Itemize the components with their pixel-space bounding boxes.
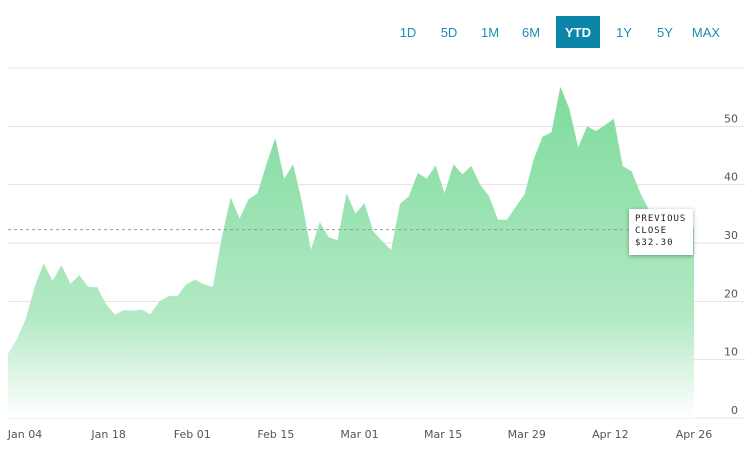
- price-area: [8, 86, 694, 418]
- range-1m-button[interactable]: 1M: [470, 16, 510, 48]
- range-ytd-button[interactable]: YTD: [556, 16, 600, 48]
- x-tick-label: Jan 04: [7, 428, 42, 441]
- y-tick-label: 10: [724, 346, 738, 359]
- previous-close-label: PREVIOUS CLOSE $32.30: [629, 209, 693, 255]
- range-5d-button[interactable]: 5D: [429, 16, 469, 48]
- x-tick-label: Feb 01: [174, 428, 211, 441]
- y-axis-ticks: 0 10 20 30 40 50: [724, 112, 738, 417]
- x-tick-label: Mar 15: [424, 428, 462, 441]
- previous-close-title-2: CLOSE: [635, 226, 668, 236]
- x-tick-label: Apr 26: [676, 428, 713, 441]
- x-tick-label: Mar 01: [340, 428, 378, 441]
- y-tick-label: 30: [724, 229, 738, 242]
- y-tick-label: 50: [724, 112, 738, 125]
- x-tick-label: Apr 12: [592, 428, 629, 441]
- range-1d-button[interactable]: 1D: [388, 16, 428, 48]
- range-1y-button[interactable]: 1Y: [604, 16, 644, 48]
- y-tick-label: 0: [731, 404, 738, 417]
- x-tick-label: Jan 18: [90, 428, 125, 441]
- range-selector: 1D 5D 1M 6M YTD 1Y 5Y MAX: [388, 16, 727, 48]
- previous-close-title-1: PREVIOUS: [635, 214, 687, 224]
- x-axis-ticks: Jan 04 Jan 18 Feb 01 Feb 15 Mar 01 Mar 15 Mar …: [7, 428, 712, 441]
- x-tick-label: Feb 15: [257, 428, 294, 441]
- x-tick-label: Mar 29: [508, 428, 546, 441]
- range-5y-button[interactable]: 5Y: [645, 16, 685, 48]
- range-6m-button[interactable]: 6M: [511, 16, 551, 48]
- previous-close-value: $32.30: [635, 238, 674, 248]
- range-max-button[interactable]: MAX: [686, 16, 726, 48]
- y-tick-label: 40: [724, 171, 738, 184]
- y-tick-label: 20: [724, 287, 738, 300]
